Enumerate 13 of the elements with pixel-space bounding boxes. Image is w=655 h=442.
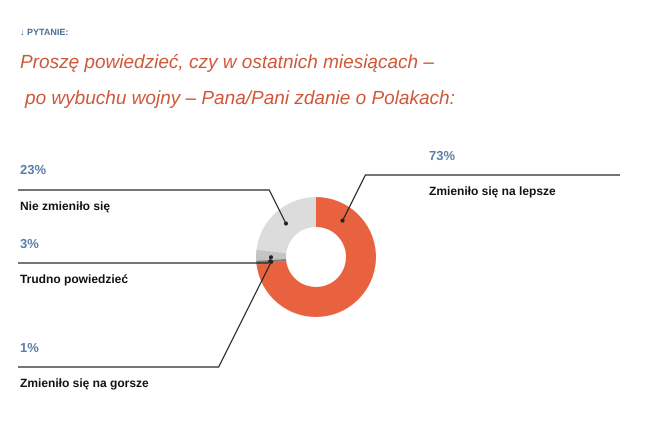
- data-label: 1%: [20, 340, 40, 355]
- slice-label: Zmieniło się na gorsze: [20, 376, 150, 390]
- donut-slice: [256, 197, 316, 254]
- slice-label: Nie zmieniło się: [20, 199, 110, 213]
- data-label: 3%: [20, 236, 40, 251]
- donut-slice: [256, 249, 286, 261]
- donut-slice: [256, 197, 376, 317]
- slice-label: Trudno powiedzieć: [20, 272, 128, 286]
- chart-subtitle: Proszę powiedzieć, czy w ostatnich miesiącach – po wybuchu wojny – Pana/Pani zdanie o Polakach:: [20, 52, 455, 109]
- chart-title: ↓ PYTANIE:: [20, 27, 68, 37]
- data-label: 23%: [20, 162, 46, 177]
- data-label: 73%: [429, 148, 456, 163]
- slice-label: Zmieniło się na lepsze: [429, 184, 556, 198]
